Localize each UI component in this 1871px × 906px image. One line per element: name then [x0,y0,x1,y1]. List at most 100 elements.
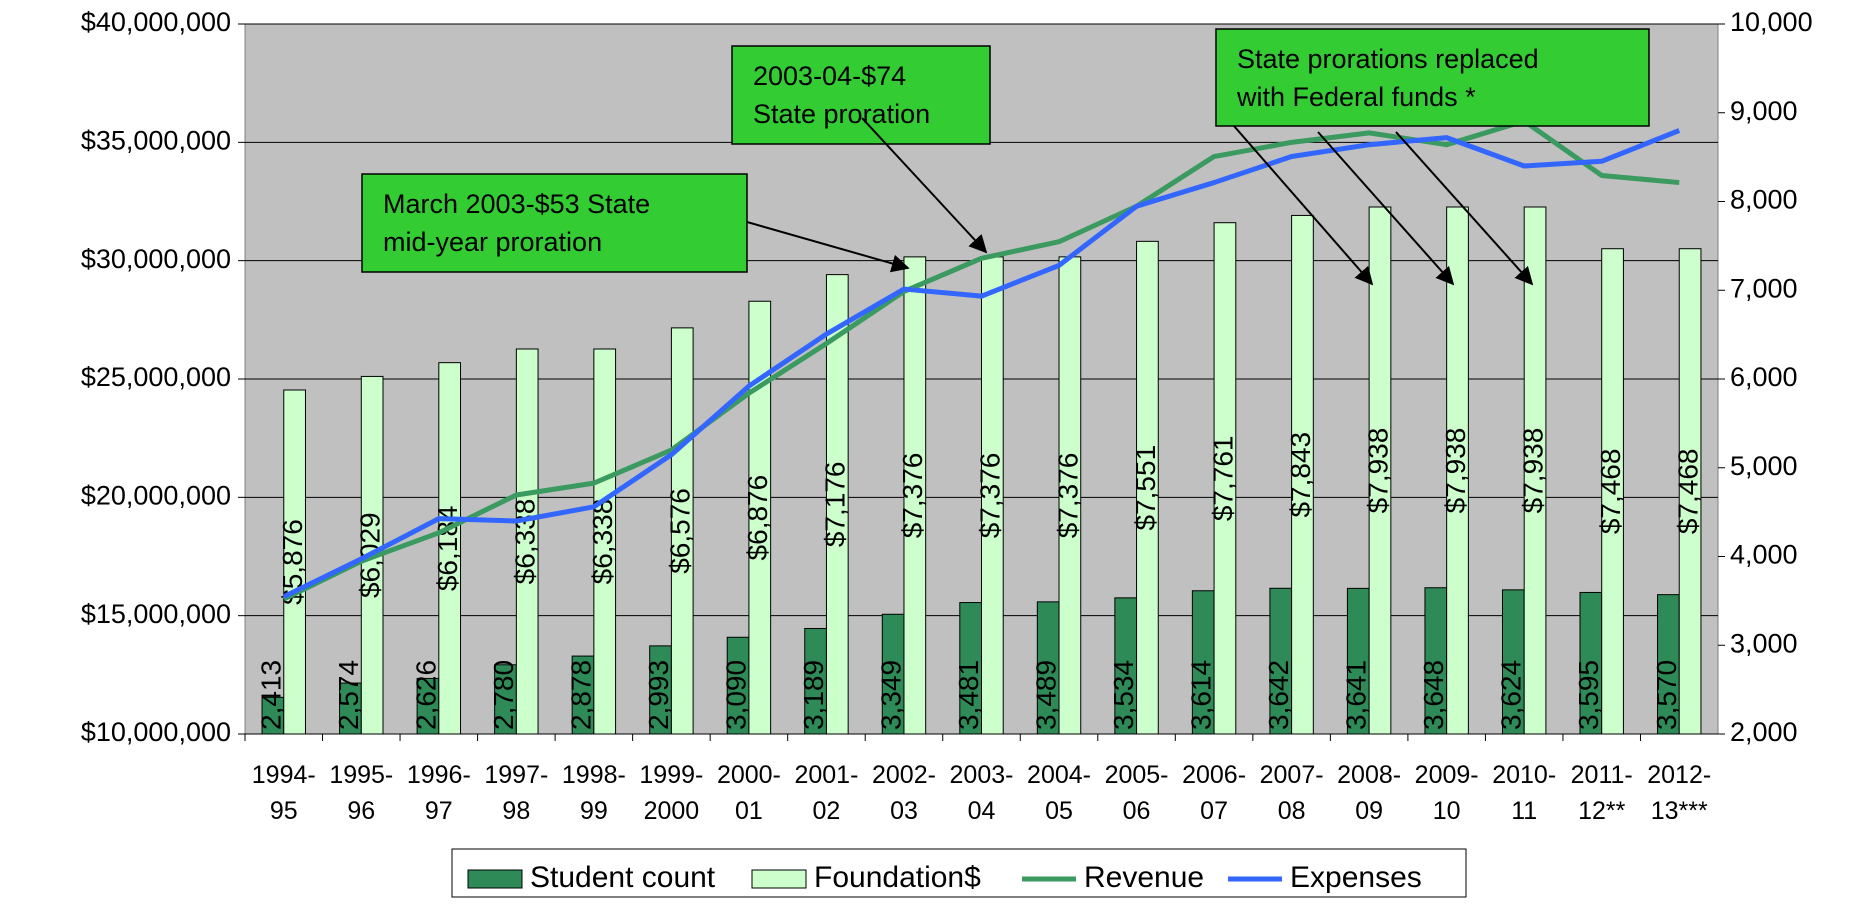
annotation-box [731,45,991,145]
annotation: March 2003-$53 State mid-year proration [383,189,650,257]
bar [1291,214,1314,735]
data-label: 3,090 [720,660,751,730]
data-label: 3,614 [1186,660,1217,730]
x-tick-label: 2002-03 [872,761,936,825]
bar [1446,206,1469,735]
data-label: $7,376 [975,453,1006,539]
bar [283,389,306,735]
y2-tick-label: 4,000 [1730,540,1798,570]
y2-tick-label: 10,000 [1730,7,1813,37]
legend-label: Expenses [1290,861,1422,894]
x-tick-label: 2006-07 [1182,761,1246,825]
y-tick-label: $10,000,000 [81,717,231,747]
x-tick-label: 2003-04 [950,761,1014,825]
bar [903,256,927,735]
data-label: 3,349 [876,660,907,730]
y2-tick-label: 5,000 [1730,451,1798,481]
x-tick-label: 1996-97 [407,761,471,825]
annotation-arrow [1317,131,1455,286]
y2-tick-label: 9,000 [1730,96,1798,126]
data-label: 3,641 [1341,660,1372,730]
x-tick-label: 2009-10 [1415,761,1479,825]
data-label: $7,176 [820,461,851,547]
y2-tick-label: 6,000 [1730,362,1798,392]
data-label: 2,413 [255,660,286,730]
annotation-arrow [1395,131,1534,286]
bar [1368,206,1392,735]
data-label: $7,938 [1362,428,1393,514]
data-label: $7,551 [1130,445,1161,531]
data-label: 3,489 [1031,660,1062,730]
x-tick-label: 2011-12** [1571,761,1633,825]
data-label: $6,338 [587,499,618,585]
y2-tick-label: 7,000 [1730,273,1798,303]
data-label: 3,481 [953,660,984,730]
x-tick-label: 1999-2000 [639,761,703,825]
annotation-box [1215,28,1650,127]
x-tick-label: 1994-95 [252,761,316,825]
data-label: $6,338 [510,499,541,585]
y-tick-label: $20,000,000 [81,480,231,510]
annotation-arrow [1233,125,1374,286]
annotation-arrow [861,117,988,254]
data-label: $7,376 [897,453,928,539]
line [282,118,1680,602]
x-tick-label: 2008-09 [1337,761,1401,825]
data-label: 3,642 [1263,660,1294,730]
x-tick-label: 2007-08 [1260,761,1324,825]
bar [1678,248,1702,735]
data-label: 3,534 [1108,660,1139,730]
bar [438,362,462,735]
annotation: State prorations replaced with Federal fu… [1236,44,1539,112]
x-tick-label: 2010-11 [1492,761,1556,825]
data-label: 3,570 [1651,660,1682,730]
x-tick-label: 2005-06 [1105,761,1169,825]
legend-label: Student count [530,861,716,894]
x-tick-label: 1997-98 [484,761,548,825]
data-label: 3,189 [798,660,829,730]
y2-tick-label: 8,000 [1730,185,1798,215]
data-label: 2,993 [643,660,674,730]
legend [451,848,1467,898]
x-tick-label: 2004-05 [1027,761,1091,825]
bar [825,274,849,735]
line [282,128,1681,599]
data-label: 2,780 [488,660,519,730]
x-tick-label: 2001-02 [794,761,858,825]
bar [1601,248,1624,735]
data-label: 3,624 [1496,660,1527,730]
data-label: $7,761 [1207,436,1238,522]
y-tick-label: $30,000,000 [81,244,231,274]
data-label: $6,576 [665,488,696,574]
data-label: $7,468 [1595,449,1626,535]
data-label: 2,878 [565,660,596,730]
x-tick-label: 2000-01 [717,761,781,825]
y-tick-label: $15,000,000 [81,599,231,629]
data-label: $7,843 [1285,432,1316,518]
data-label: $7,376 [1052,453,1083,539]
data-label: 2,574 [333,660,364,730]
data-label: 3,595 [1573,660,1604,730]
y2-tick-label: 2,000 [1730,717,1798,747]
data-label: 3,648 [1418,660,1449,730]
bar [1213,222,1237,735]
y-tick-label: $40,000,000 [81,7,231,37]
data-label: $7,938 [1440,428,1471,514]
data-label: 2,626 [410,660,441,730]
y-tick-label: $35,000,000 [81,125,231,155]
bar [593,348,617,735]
data-label: $7,468 [1672,449,1703,535]
bar [670,327,694,735]
annotation: 2003-04-$74 State proration [753,61,930,129]
legend-swatch [467,869,523,889]
y2-tick-label: 3,000 [1730,628,1798,658]
x-tick-label: 1998-99 [562,761,626,825]
data-label: $7,938 [1517,428,1548,514]
bar [1523,206,1547,735]
data-label: $6,876 [742,475,773,561]
y-tick-label: $25,000,000 [81,362,231,392]
annotation-box [361,173,748,273]
x-tick-label: 2012-13*** [1647,761,1711,825]
legend-swatch [751,869,807,889]
